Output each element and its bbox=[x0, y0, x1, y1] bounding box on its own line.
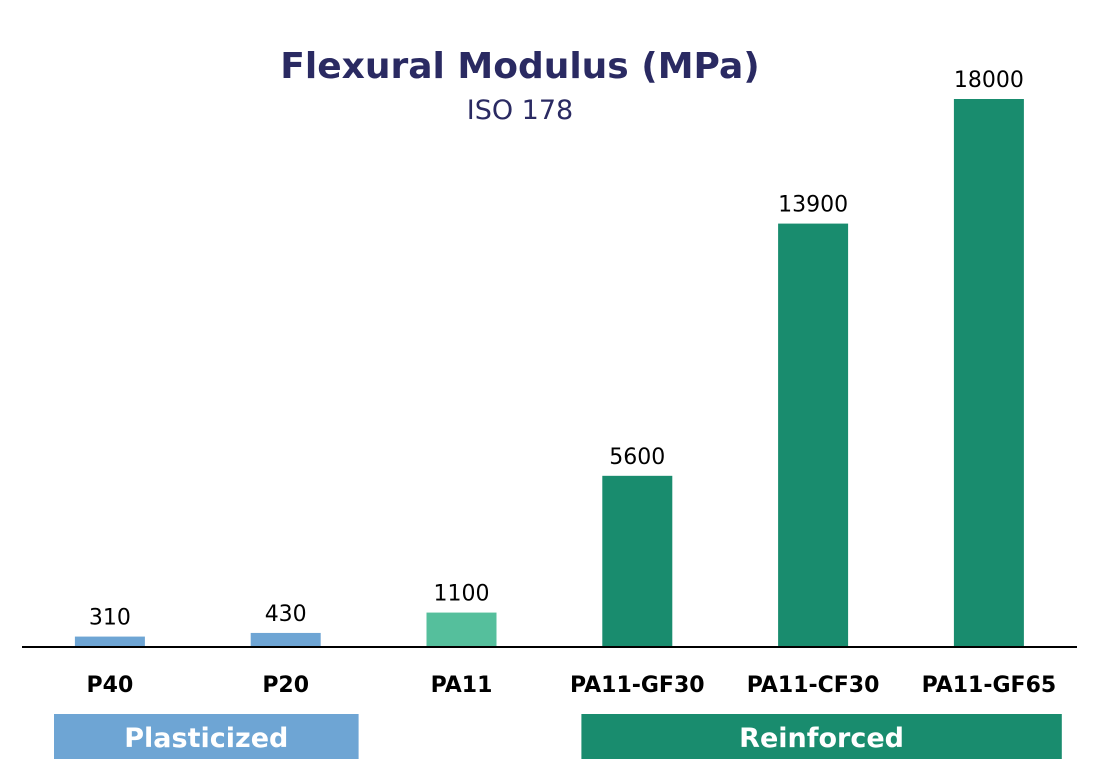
category-label-pa11-cf30: PA11-CF30 bbox=[747, 673, 880, 698]
category-label-pa11-gf30: PA11-GF30 bbox=[570, 673, 705, 698]
category-labels-group: P40 P20 PA11 PA11-GF30 PA11-CF30 PA11-GF65 bbox=[87, 673, 1057, 698]
group-band-plasticized bbox=[54, 714, 359, 759]
bar-p20 bbox=[250, 632, 321, 646]
value-label-p40: 310 bbox=[89, 606, 131, 631]
bar-pa11-cf30 bbox=[778, 223, 849, 646]
bar-pa11 bbox=[426, 612, 497, 646]
chart-title: Flexural Modulus (MPa) bbox=[280, 46, 759, 87]
chart-subtitle: ISO 178 bbox=[467, 95, 573, 126]
group-bands: Plasticized Reinforced bbox=[54, 714, 1062, 759]
value-label-pa11: 1100 bbox=[434, 582, 490, 607]
value-labels-group: 310 430 1100 5600 13900 18000 bbox=[89, 68, 1024, 631]
bar-pa11-gf30 bbox=[602, 475, 673, 646]
group-band-reinforced bbox=[581, 714, 1062, 759]
category-label-pa11-gf65: PA11-GF65 bbox=[922, 673, 1057, 698]
bar-p40 bbox=[74, 636, 145, 646]
bars-group bbox=[74, 99, 1024, 646]
bar-pa11-gf65 bbox=[953, 99, 1024, 646]
category-label-p20: P20 bbox=[262, 673, 309, 698]
group-label-plasticized: Plasticized bbox=[124, 723, 288, 754]
value-label-pa11-gf65: 18000 bbox=[954, 68, 1024, 93]
value-label-p20: 430 bbox=[265, 602, 307, 627]
category-label-p40: P40 bbox=[87, 673, 134, 698]
value-label-pa11-cf30: 13900 bbox=[778, 193, 848, 218]
category-label-pa11: PA11 bbox=[431, 673, 493, 698]
value-label-pa11-gf30: 5600 bbox=[609, 445, 665, 470]
group-label-reinforced: Reinforced bbox=[739, 723, 904, 754]
